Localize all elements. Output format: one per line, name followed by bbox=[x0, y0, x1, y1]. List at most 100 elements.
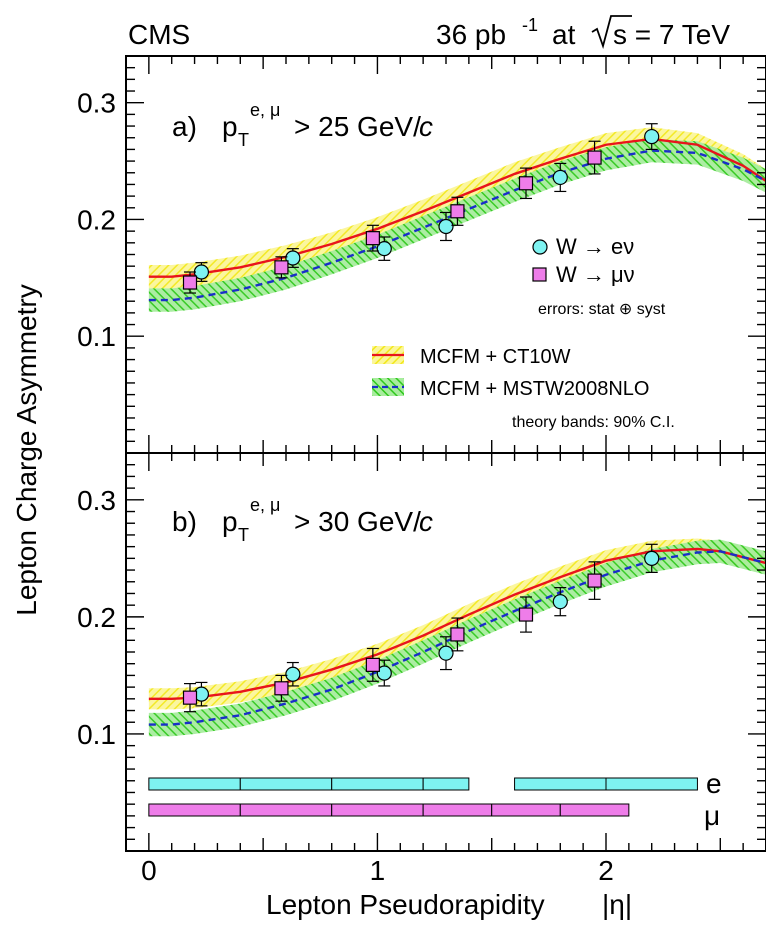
panel-b-bin-bars bbox=[148, 777, 698, 817]
panel-a-cut-unit: c bbox=[419, 111, 433, 142]
panel-b-cut-unit: c bbox=[419, 506, 433, 537]
muon-marker bbox=[365, 657, 380, 672]
experiment-label: CMS bbox=[128, 19, 190, 50]
electron-marker bbox=[285, 250, 301, 266]
electron-marker bbox=[552, 594, 568, 610]
panel-b-cut-sub: T bbox=[238, 525, 249, 545]
panel-a-electron-point bbox=[644, 123, 660, 151]
panel-b-muon-point bbox=[518, 596, 534, 633]
x-axis-symbol: |η| bbox=[602, 889, 632, 920]
bin-bar-muon bbox=[148, 803, 241, 817]
lumi-value: 36 pb bbox=[436, 19, 506, 50]
panel-b-line-mstw bbox=[148, 550, 766, 726]
muon-marker bbox=[274, 681, 289, 696]
muon-marker bbox=[365, 231, 380, 246]
y-tick-label: 0.3 bbox=[77, 88, 116, 119]
x-tick-label: 2 bbox=[598, 855, 614, 886]
legend-errors-note: errors: stat ⊕ syst bbox=[538, 301, 666, 318]
muon-marker bbox=[518, 176, 534, 191]
panel-a-cut-label: p T e, μ > 25 GeV/ c bbox=[222, 100, 433, 150]
panel-b-muon-point bbox=[587, 561, 602, 600]
panel-a-line-ct10w bbox=[148, 137, 766, 278]
sqrt-sign bbox=[591, 15, 632, 50]
muon-marker bbox=[182, 690, 198, 705]
panel-b-electron-point bbox=[285, 661, 301, 687]
panel-a-muon-point bbox=[365, 224, 380, 252]
bin-bar-electron bbox=[331, 777, 424, 791]
panel-a-muon-point bbox=[587, 140, 602, 175]
panel-a-electron-point bbox=[552, 162, 568, 193]
bin-label-electron: e bbox=[706, 768, 722, 799]
legend-bands-note: theory bands: 90% C.I. bbox=[512, 414, 675, 431]
x-tick-label: 1 bbox=[370, 855, 386, 886]
panel-b-muon-point bbox=[182, 683, 198, 713]
muon-marker bbox=[182, 275, 198, 290]
legend-muon-label: W → μν bbox=[556, 262, 635, 287]
panel-b-cut-sup: e, μ bbox=[250, 495, 280, 515]
panel-a-electron-point bbox=[438, 211, 454, 242]
electron-marker bbox=[438, 645, 454, 661]
bin-bar-electron bbox=[514, 777, 607, 791]
panel-a: 0.1 0.2 0.3 a) p T e, μ > 25 GeV/ c W → eν… bbox=[77, 55, 766, 454]
lumi-at: at bbox=[552, 19, 576, 50]
x-axis-label: Lepton Pseudorapidity bbox=[266, 889, 545, 920]
panel-b-muon-point bbox=[274, 674, 289, 702]
bin-bar-muon bbox=[239, 803, 333, 817]
panel-b-line-ct10w bbox=[148, 547, 766, 701]
panel-a-muon-point bbox=[274, 256, 289, 279]
legend-electron-label: W → eν bbox=[556, 234, 634, 259]
y-tick-label: 0.1 bbox=[77, 321, 116, 352]
bin-label-muon: μ bbox=[704, 800, 720, 831]
panel-b-cut-pt: p bbox=[222, 506, 238, 537]
lumi-label: 36 pb -1 at s = 7 TeV bbox=[436, 15, 730, 50]
y-tick-label: 0.2 bbox=[77, 204, 116, 235]
panel-b: 0.1 0.2 0.3 0 1 2 b) p T e, μ > 30 GeV/ c e μ bbox=[77, 452, 766, 886]
panel-b-muon-point bbox=[365, 647, 380, 682]
panel-b-cut-text: > 30 GeV/ bbox=[294, 506, 421, 537]
bin-bar-muon bbox=[491, 803, 561, 817]
legend-ct10w-label: MCFM + CT10W bbox=[420, 346, 571, 368]
electron-marker bbox=[644, 128, 660, 145]
panel-b-label: b) bbox=[172, 506, 197, 537]
y-axis-label: Lepton Charge Asymmetry bbox=[11, 284, 42, 616]
legend-electron-marker bbox=[532, 239, 548, 255]
electron-marker bbox=[438, 218, 454, 235]
bin-bar-muon bbox=[559, 803, 630, 817]
muon-marker bbox=[450, 627, 465, 642]
x-tick-label: 0 bbox=[141, 855, 157, 886]
electron-marker bbox=[285, 666, 301, 682]
y-tick-label: 0.2 bbox=[77, 602, 116, 633]
electron-marker bbox=[552, 169, 568, 186]
y-tick-label: 0.1 bbox=[77, 719, 116, 750]
panel-a-muon-point bbox=[182, 271, 198, 294]
panel-b-axes: 0.1 0.2 0.3 0 1 2 bbox=[77, 452, 766, 886]
panel-a-data-points bbox=[182, 123, 660, 294]
panel-a-electron-point bbox=[285, 248, 301, 268]
electron-marker bbox=[376, 241, 392, 257]
panel-a-theory-lines bbox=[148, 137, 766, 302]
legend: W → eν W → μν errors: stat ⊕ syst MCFM +… bbox=[372, 234, 675, 431]
muon-marker bbox=[587, 573, 602, 588]
y-tick-label: 0.3 bbox=[77, 485, 116, 516]
panel-b-electron-point bbox=[644, 543, 660, 574]
panel-b-data-points bbox=[182, 543, 660, 713]
panel-b-electron-point bbox=[438, 636, 454, 671]
panel-b-cut-label: p T e, μ > 30 GeV/ c bbox=[222, 495, 433, 545]
panel-b-muon-point bbox=[450, 617, 465, 652]
panel-a-electron-point bbox=[376, 236, 392, 261]
bin-bar-muon bbox=[331, 803, 424, 817]
panel-a-cut-sub: T bbox=[238, 130, 249, 150]
panel-a-cut-sup: e, μ bbox=[250, 100, 280, 120]
legend-mstw-label: MCFM + MSTW2008NLO bbox=[420, 378, 649, 400]
panel-b-electron-point bbox=[552, 587, 568, 617]
bin-bar-electron bbox=[148, 777, 241, 791]
panel-a-muon-point bbox=[450, 196, 465, 226]
muon-marker bbox=[450, 204, 465, 219]
bin-bar-electron bbox=[605, 777, 698, 791]
panel-b-theory-lines bbox=[148, 547, 766, 726]
panel-a-cut-pt: p bbox=[222, 111, 238, 142]
muon-marker bbox=[587, 150, 602, 165]
panel-a-muon-point bbox=[518, 167, 534, 200]
muon-marker bbox=[274, 260, 289, 275]
